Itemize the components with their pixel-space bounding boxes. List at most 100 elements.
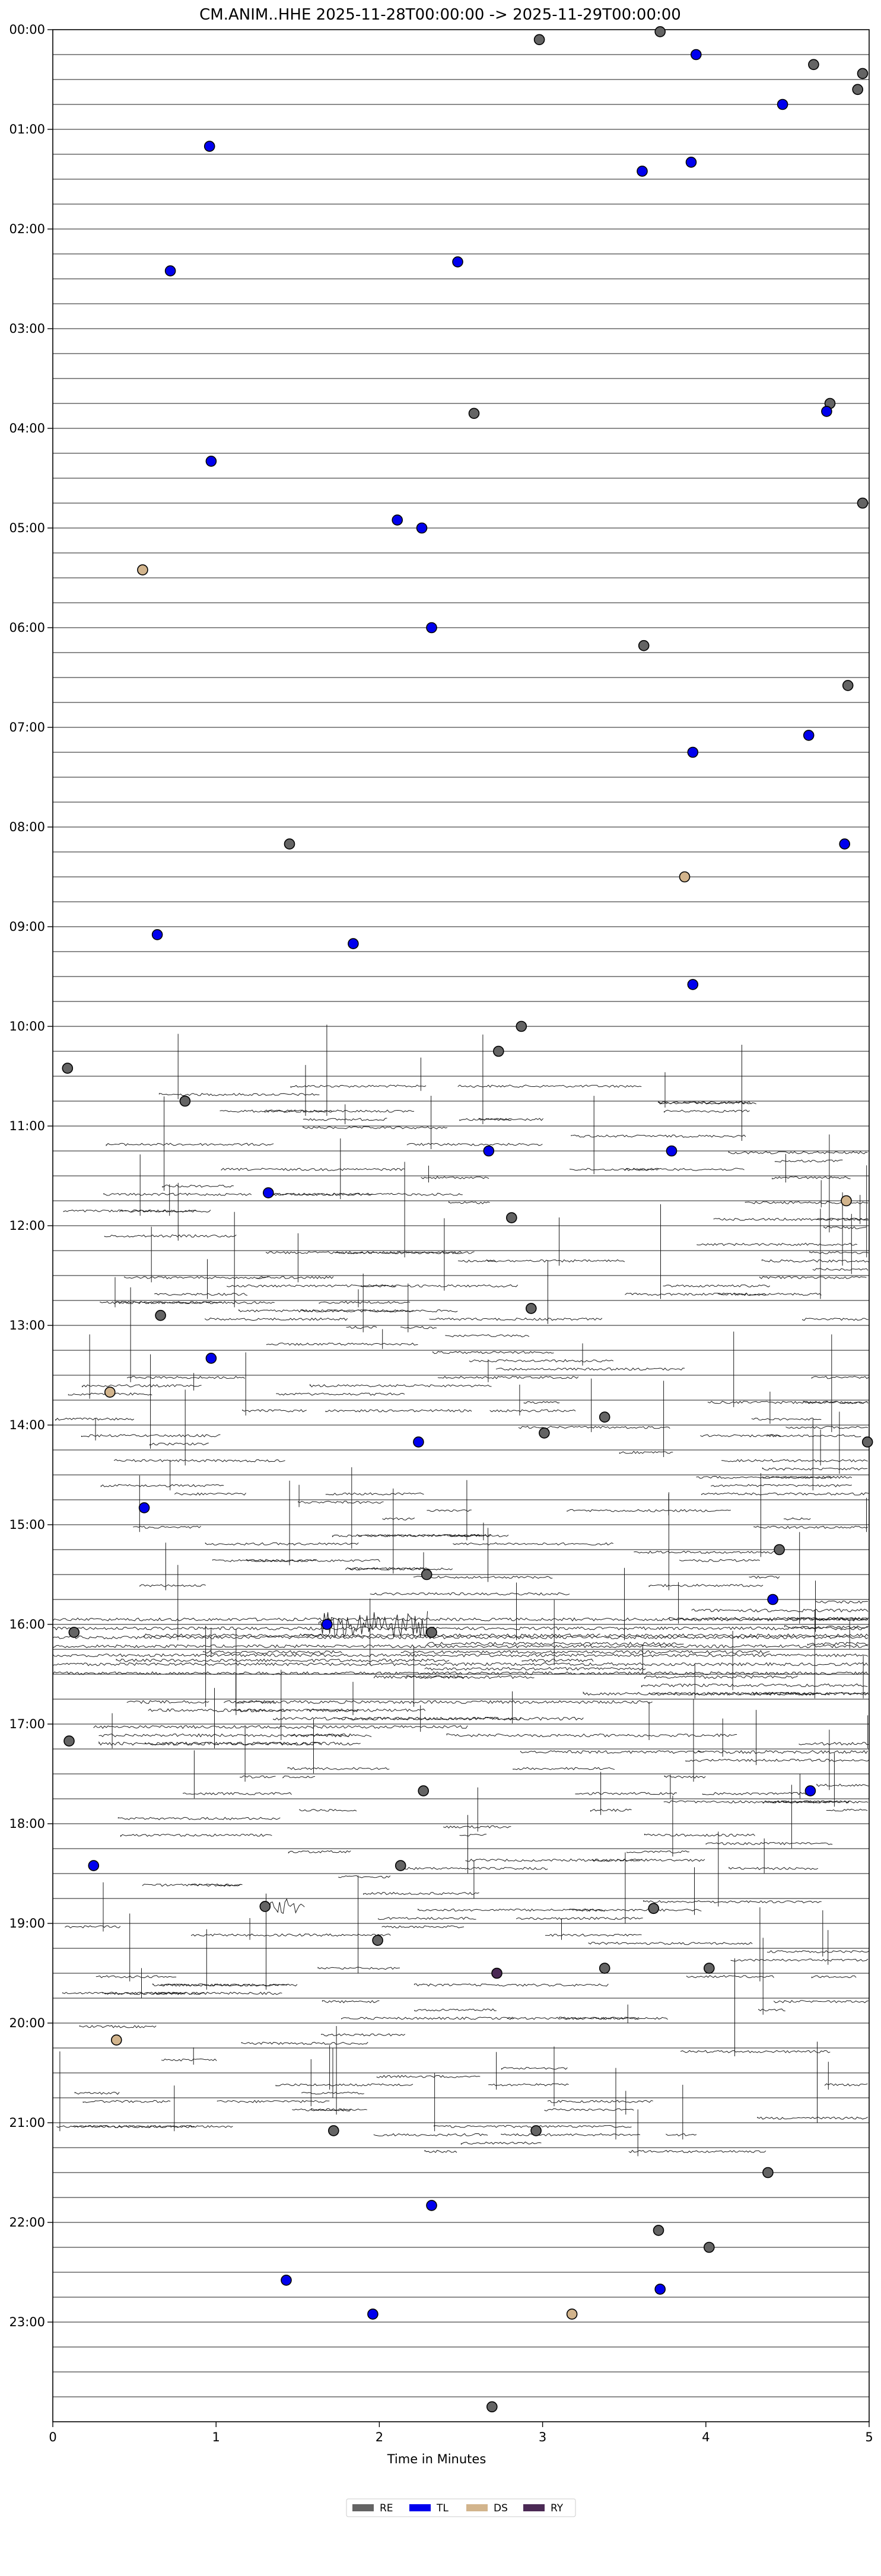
legend: RE TL DS RY	[346, 2498, 576, 2517]
x-tick-label: 4	[702, 2430, 710, 2444]
event-marker-tl	[348, 938, 359, 949]
event-marker-re	[259, 1901, 271, 1912]
x-axis-label: Time in Minutes	[387, 2452, 486, 2466]
event-marker-re	[395, 1860, 406, 1871]
event-marker-tl	[666, 1145, 678, 1157]
event-marker-ds	[566, 2308, 578, 2320]
y-tick-label: 08:00	[9, 820, 45, 834]
y-tick-label: 22:00	[9, 2215, 45, 2230]
event-marker-tl	[413, 1436, 424, 1448]
y-tick-label: 02:00	[9, 222, 45, 236]
y-tick-label: 16:00	[9, 1617, 45, 1632]
event-marker-tl	[767, 1594, 778, 1605]
event-marker-re	[653, 2225, 664, 2236]
event-marker-ds	[841, 1195, 852, 1207]
event-marker-re	[68, 1627, 80, 1638]
event-marker-re	[426, 1627, 437, 1638]
event-marker-re	[857, 497, 869, 509]
y-tick-label: 00:00	[9, 23, 45, 37]
event-marker-re	[808, 59, 819, 71]
event-marker-tl	[803, 730, 815, 741]
event-marker-tl	[321, 1618, 333, 1630]
event-marker-tl	[367, 2308, 379, 2320]
event-marker-ds	[137, 564, 148, 575]
legend-swatch-re	[352, 2504, 374, 2511]
seismic-traces	[52, 29, 870, 2397]
event-marker-re	[516, 1020, 527, 1032]
event-marker-re	[372, 1935, 383, 1946]
y-tick-label: 14:00	[9, 1418, 45, 1432]
event-marker-tl	[262, 1187, 274, 1198]
event-marker-tl	[821, 406, 832, 417]
event-marker-tl	[687, 746, 699, 758]
event-marker-tl	[687, 979, 699, 990]
event-marker-re	[648, 1903, 659, 1914]
y-tick-label: 09:00	[9, 920, 45, 934]
event-marker-re	[492, 1045, 504, 1057]
event-marker-ds	[111, 2034, 122, 2046]
y-tick-label: 03:00	[9, 322, 45, 336]
event-marker-re	[654, 26, 666, 37]
event-marker-tl	[777, 98, 788, 110]
y-tick-label: 23:00	[9, 2315, 45, 2329]
event-marker-tl	[839, 838, 850, 850]
y-tick-label: 07:00	[9, 720, 45, 734]
event-marker-tl	[804, 1785, 816, 1796]
event-marker-re	[530, 2125, 542, 2136]
event-marker-tl	[151, 929, 163, 940]
event-marker-re	[852, 84, 863, 96]
y-tick-label: 15:00	[9, 1518, 45, 1532]
event-marker-tl	[205, 456, 217, 467]
event-marker-tl	[88, 1860, 100, 1871]
plot-axes: 0 1 2 3 4 5 00:00 01:00 02:00 03:00 04:00 05:00 06:0…	[9, 23, 873, 2444]
event-marker-tl	[483, 1145, 495, 1157]
x-tick-label: 2	[376, 2430, 383, 2444]
event-marker-re	[468, 408, 480, 419]
legend-box	[346, 2498, 576, 2517]
event-marker-tl	[281, 2275, 292, 2286]
y-tick-label: 04:00	[9, 421, 45, 435]
x-tick-label: 5	[865, 2430, 873, 2444]
event-marker-ry	[491, 1967, 502, 1979]
event-marker-tl	[203, 141, 215, 152]
event-marker-tl	[691, 49, 702, 61]
x-tick-label: 3	[539, 2430, 546, 2444]
y-tick-label: 01:00	[9, 122, 45, 136]
y-tick-label: 12:00	[9, 1219, 45, 1233]
event-marker-re	[284, 838, 295, 850]
event-marker-tl	[138, 1502, 150, 1513]
event-marker-re	[704, 2241, 715, 2253]
x-tick-label: 1	[212, 2430, 220, 2444]
event-marker-tl	[685, 157, 697, 168]
event-marker-ds	[104, 1386, 116, 1398]
event-marker-re	[63, 1735, 75, 1747]
event-marker-re	[774, 1544, 785, 1556]
event-marker-re	[421, 1569, 432, 1580]
event-marker-tl	[416, 522, 428, 534]
event-marker-re	[599, 1411, 610, 1423]
event-marker-re	[857, 68, 869, 79]
event-marker-re	[505, 1212, 517, 1223]
event-marker-tl	[426, 2200, 437, 2211]
event-marker-re	[486, 2401, 498, 2413]
event-marker-re	[62, 1063, 74, 1074]
y-tick-label: 19:00	[9, 1916, 45, 1931]
event-marker-tl	[654, 2284, 666, 2295]
event-marker-re	[179, 1095, 191, 1107]
legend-swatch-ds	[466, 2504, 488, 2511]
legend-swatch-tl	[409, 2504, 431, 2511]
legend-label-ds: DS	[494, 2502, 508, 2514]
event-marker-re	[762, 2167, 774, 2179]
event-marker-re	[599, 1963, 610, 1974]
legend-label-tl: TL	[436, 2502, 449, 2514]
y-tick-label: 21:00	[9, 2116, 45, 2130]
y-tick-label: 11:00	[9, 1119, 45, 1133]
y-tick-label: 18:00	[9, 1817, 45, 1831]
event-marker-re	[155, 1309, 166, 1321]
event-marker-tl	[452, 256, 463, 268]
event-marker-tl	[164, 265, 176, 276]
event-marker-re	[638, 640, 650, 651]
legend-label-re: RE	[380, 2502, 393, 2514]
y-tick-label: 13:00	[9, 1318, 45, 1332]
